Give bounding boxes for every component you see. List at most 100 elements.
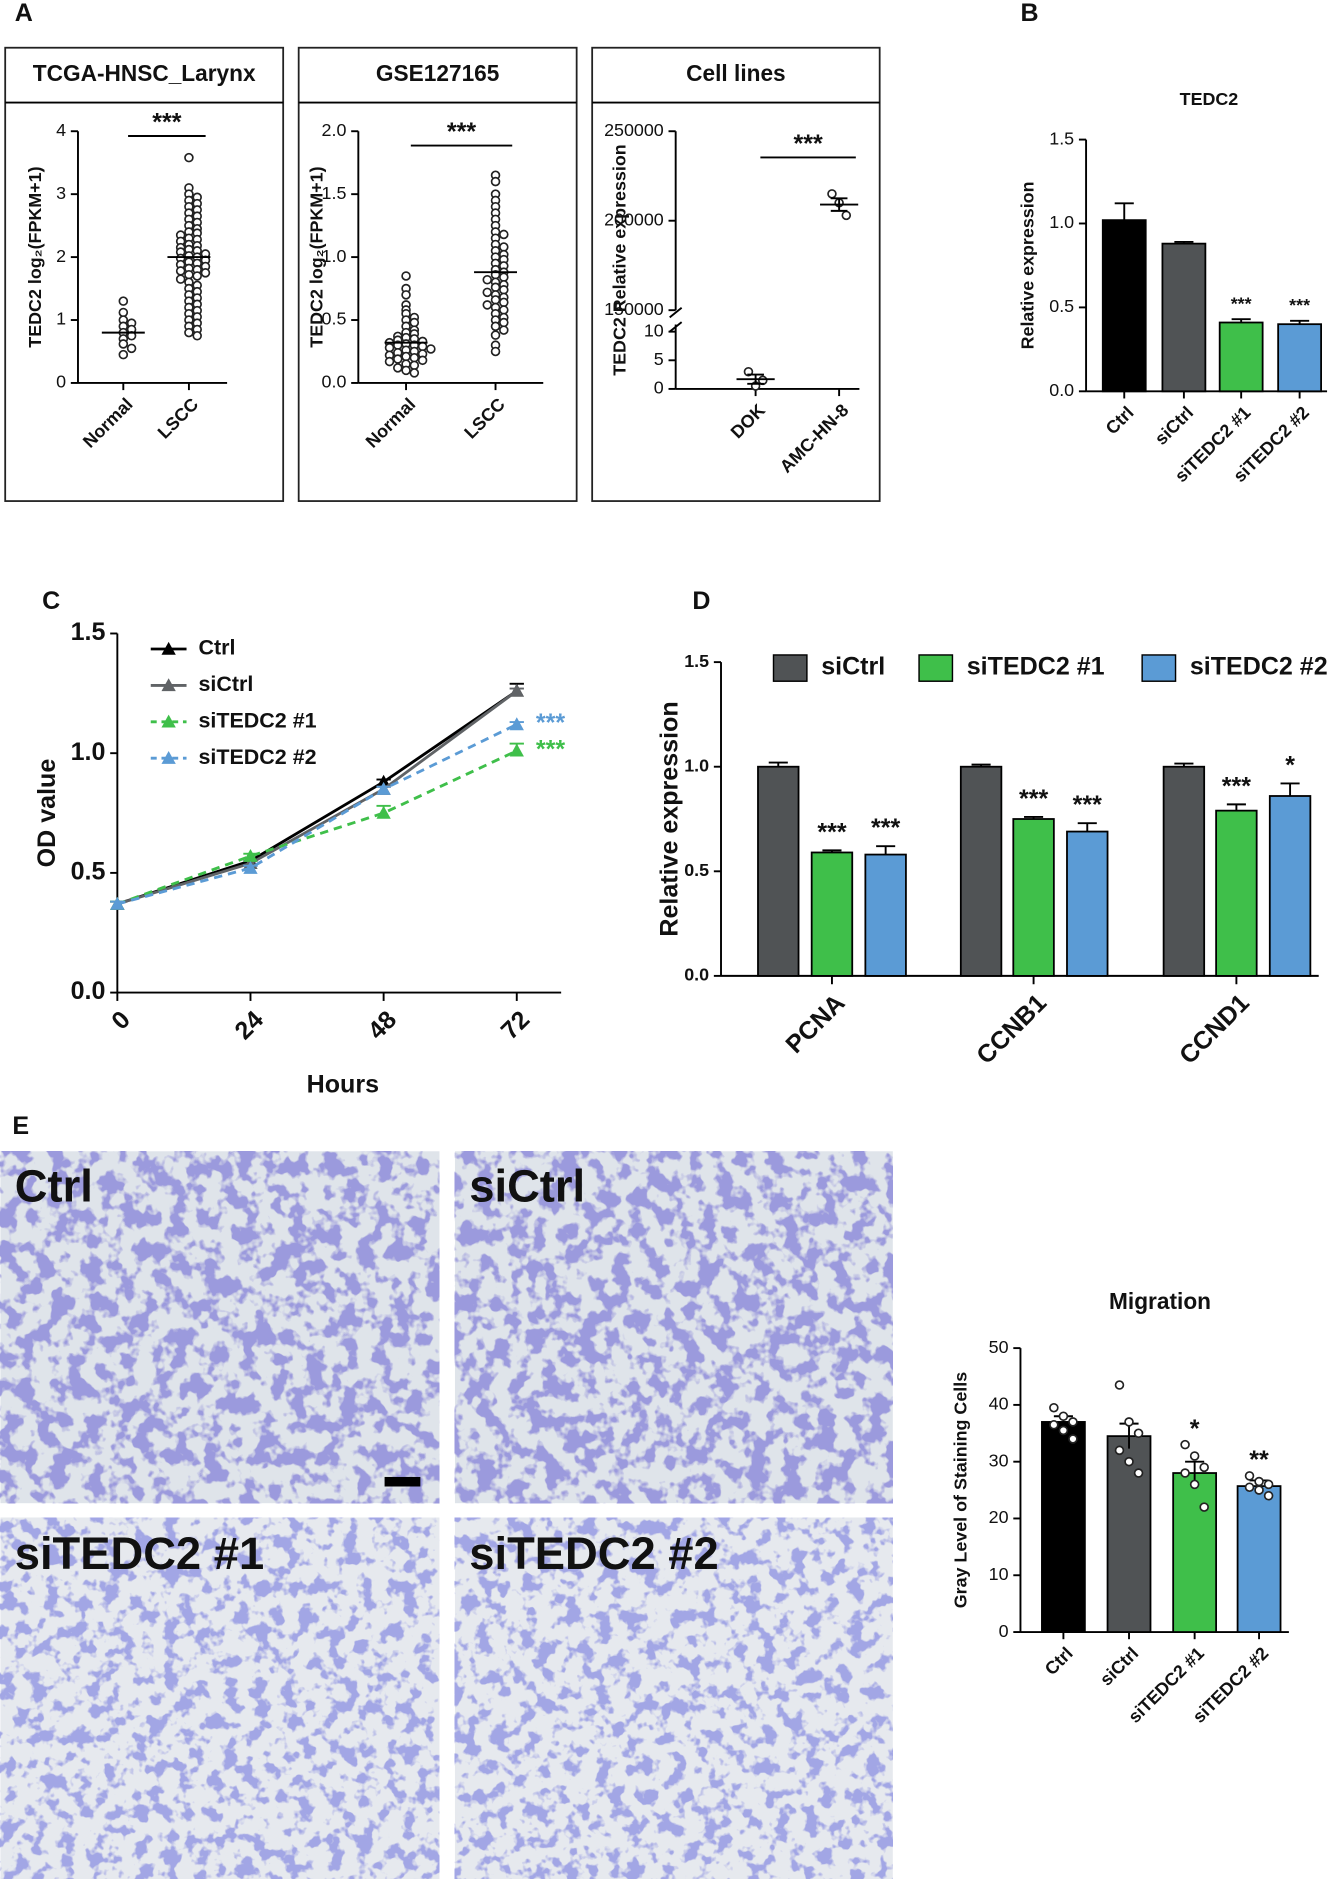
significance: ***: [1222, 772, 1251, 800]
scale-bar: [384, 1476, 421, 1487]
data-point: [384, 342, 395, 353]
data-point: [827, 189, 837, 199]
data-point: [118, 349, 129, 360]
significance: ***: [793, 130, 822, 158]
bar: [1236, 1485, 1282, 1633]
legend-label: siCtrl: [198, 672, 253, 696]
significance: *: [1190, 1415, 1200, 1443]
panel-frame: [4, 46, 285, 502]
micrograph: [454, 1151, 893, 1504]
bar: [1162, 765, 1206, 977]
y-tick-label: 2.0: [322, 120, 347, 140]
data-point: [1124, 1417, 1134, 1427]
marker: [376, 781, 391, 795]
significance: ***: [1289, 295, 1310, 315]
data-point: [192, 271, 202, 281]
data-point: [490, 282, 501, 293]
series-line: [116, 723, 518, 906]
significance: *: [1285, 751, 1295, 779]
y-tick-label: 0: [999, 1621, 1009, 1641]
y-tick-label: 0.0: [322, 372, 347, 392]
micrograph: [0, 1517, 440, 1879]
bar: [1172, 1472, 1218, 1633]
legend-label: siTEDC2 #2: [1190, 653, 1328, 681]
y-axis-label: TEDC2 log₂(FPKM+1): [306, 166, 326, 347]
bar: [1277, 323, 1322, 393]
legend-marker: [161, 714, 176, 728]
data-point: [409, 368, 420, 378]
bar: [959, 765, 1003, 977]
y-tick-label: 4: [56, 120, 66, 140]
x-tick-label: Ctrl: [1102, 402, 1138, 438]
x-tick-label: PCNA: [780, 989, 850, 1059]
bar: [1268, 795, 1312, 977]
y-tick-label: 1.0: [71, 738, 106, 766]
data-point: [184, 152, 194, 163]
data-point: [1263, 1479, 1274, 1490]
bar: [1012, 818, 1055, 977]
marker: [243, 860, 258, 874]
y-axis-label: Relative expression: [1018, 181, 1038, 349]
bar: [1215, 809, 1258, 977]
panel-label: C: [42, 587, 60, 615]
data-point: [499, 229, 509, 240]
data-point: [1199, 1462, 1209, 1473]
micrograph: [0, 1151, 440, 1504]
y-tick-label: 1.5: [1049, 128, 1074, 148]
image-label: Ctrl: [15, 1160, 93, 1211]
data-point: [118, 339, 129, 349]
significance: ***: [1019, 785, 1048, 813]
data-point: [192, 330, 202, 341]
y-tick-label: 3: [56, 183, 66, 203]
data-point: [1254, 1476, 1264, 1487]
data-point: [490, 321, 501, 332]
data-point: [175, 266, 186, 276]
data-point: [490, 330, 501, 340]
panel-label: B: [1020, 0, 1038, 27]
data-point: [1133, 1468, 1144, 1478]
data-point: [499, 317, 509, 328]
y-axis-label: Gray Level of Staining Cells: [951, 1372, 971, 1608]
bar: [1101, 219, 1147, 393]
data-point: [1114, 1445, 1125, 1456]
data-point: [1244, 1471, 1255, 1481]
x-tick-label: 24: [229, 1006, 269, 1046]
x-tick-label: DOK: [727, 400, 769, 442]
data-point: [482, 287, 493, 298]
data-point: [417, 355, 428, 366]
significance: ***: [1231, 294, 1252, 314]
data-point: [184, 327, 194, 338]
data-point: [1058, 1425, 1069, 1436]
data-point: [1254, 1485, 1264, 1495]
significance: ***: [536, 709, 565, 737]
y-tick-label: 2: [56, 246, 66, 266]
y-tick-label: 10: [644, 320, 664, 340]
data-point: [1049, 1419, 1059, 1430]
y-tick-label: 0.5: [322, 309, 347, 329]
x-axis-label: Hours: [307, 1070, 379, 1098]
y-tick-label: 20: [989, 1507, 1009, 1527]
data-point: [384, 356, 395, 367]
data-point: [490, 346, 501, 357]
y-tick-label: 1.0: [1049, 212, 1074, 232]
data-point: [499, 305, 509, 315]
y-tick-label: 1.5: [322, 183, 347, 203]
y-tick-label: 150000: [604, 299, 664, 319]
chart-title: GSE127165: [376, 60, 499, 86]
bar: [1041, 1421, 1086, 1633]
data-point: [401, 365, 411, 376]
panel-label: D: [692, 587, 710, 615]
image-label: siCtrl: [469, 1160, 585, 1211]
x-tick-label: siCtrl: [1151, 402, 1197, 448]
data-point: [1180, 1468, 1190, 1478]
significance: ***: [536, 735, 565, 763]
y-axis-label: Relative expression: [656, 701, 684, 936]
data-point: [118, 296, 129, 306]
significance: ***: [447, 118, 476, 146]
x-tick-label: AMC-HN-8: [776, 400, 853, 477]
data-point: [1199, 1502, 1209, 1512]
x-tick-label: LSCC: [460, 394, 509, 443]
data-point: [393, 363, 403, 373]
x-tick-label: CCND1: [1174, 989, 1255, 1070]
legend-label: Ctrl: [198, 636, 235, 660]
